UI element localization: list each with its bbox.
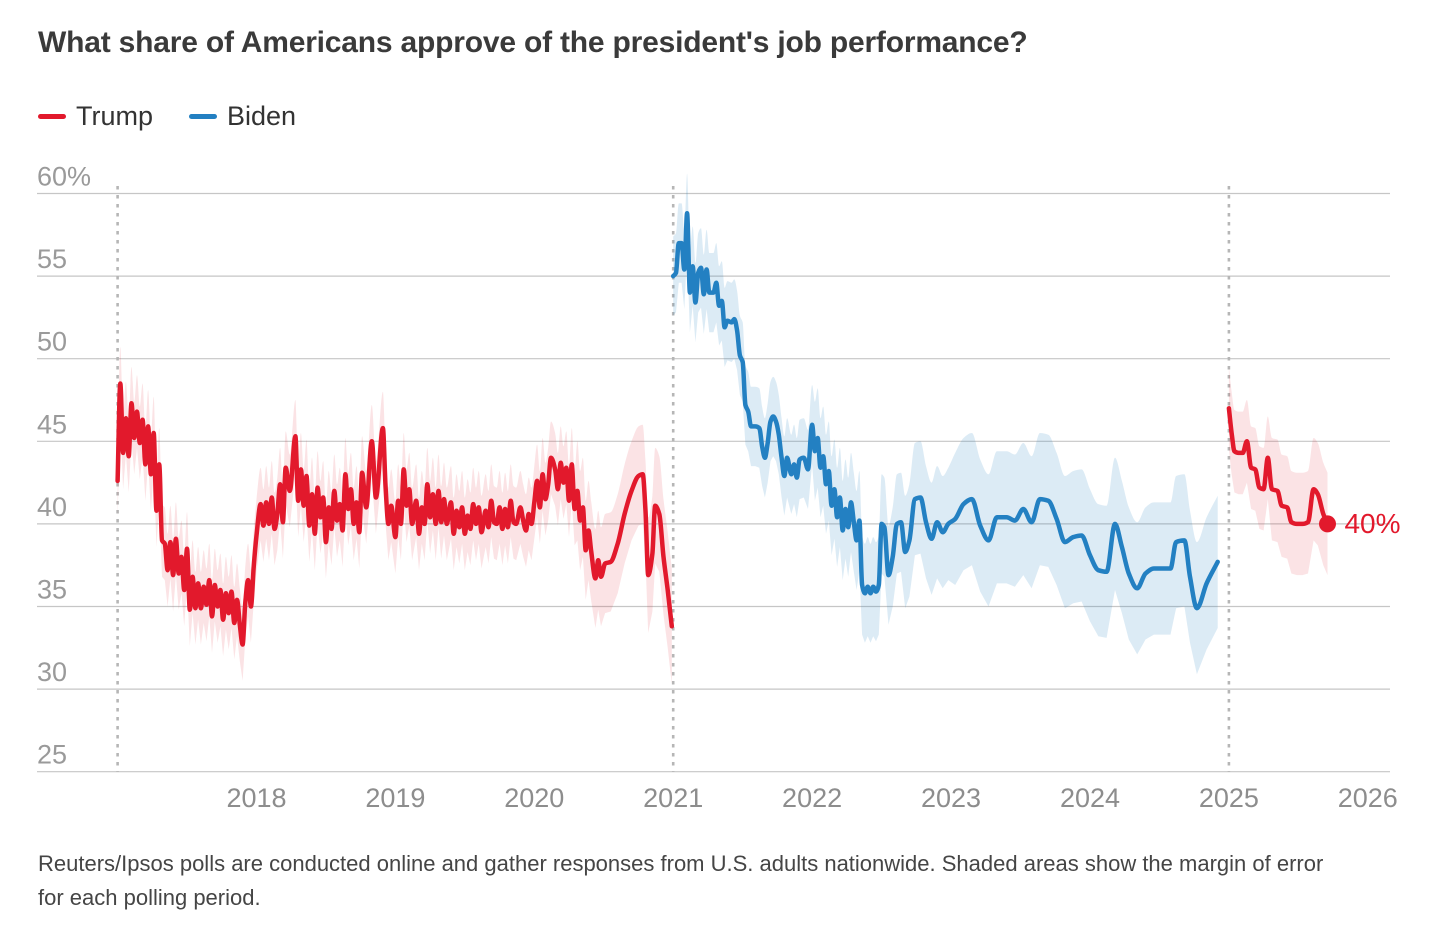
x-tick-label: 2020 xyxy=(504,783,564,813)
y-tick-label: 45 xyxy=(37,409,67,439)
x-tick-label: 2022 xyxy=(782,783,842,813)
y-tick-label: 35 xyxy=(37,575,67,605)
legend: Trump Biden xyxy=(38,101,296,132)
y-tick-label: 60% xyxy=(37,162,91,192)
y-tick-label: 50 xyxy=(37,327,67,357)
source-note: Reuters/Ipsos polls are conducted online… xyxy=(38,847,1418,915)
biden-line xyxy=(670,211,1220,611)
x-tick-label: 2025 xyxy=(1199,783,1259,813)
source-note-line1: Reuters/Ipsos polls are conducted online… xyxy=(38,851,1324,876)
x-tick-label: 2021 xyxy=(643,783,703,813)
latest-value-label: 40% xyxy=(1344,507,1401,539)
latest-value-dot xyxy=(1319,515,1336,533)
source-note-line2: for each polling period. xyxy=(38,885,261,910)
x-tick-label: 2023 xyxy=(921,783,981,813)
trump-term2-error-band xyxy=(1228,367,1328,576)
legend-item-biden: Biden xyxy=(189,101,296,132)
legend-label-biden: Biden xyxy=(227,101,297,131)
x-tick-label: 2019 xyxy=(365,783,425,813)
y-tick-label: 25 xyxy=(37,740,67,770)
legend-item-trump: Trump xyxy=(38,101,153,132)
y-tick-label: 40 xyxy=(37,492,67,522)
y-tick-label: 55 xyxy=(37,244,67,274)
legend-label-trump: Trump xyxy=(76,101,154,131)
x-tick-label: 2026 xyxy=(1338,783,1398,813)
biden-error-band xyxy=(673,173,1218,675)
biden-line-swatch-icon xyxy=(189,114,218,119)
x-tick-label: 2024 xyxy=(1060,783,1120,813)
trump-term1-line xyxy=(115,381,675,647)
trump-line-swatch-icon xyxy=(38,114,66,119)
y-tick-label: 30 xyxy=(37,657,67,687)
x-tick-label: 2018 xyxy=(226,783,286,813)
page-title: What share of Americans approve of the p… xyxy=(38,26,1028,59)
trump-term2-line xyxy=(1226,406,1330,527)
